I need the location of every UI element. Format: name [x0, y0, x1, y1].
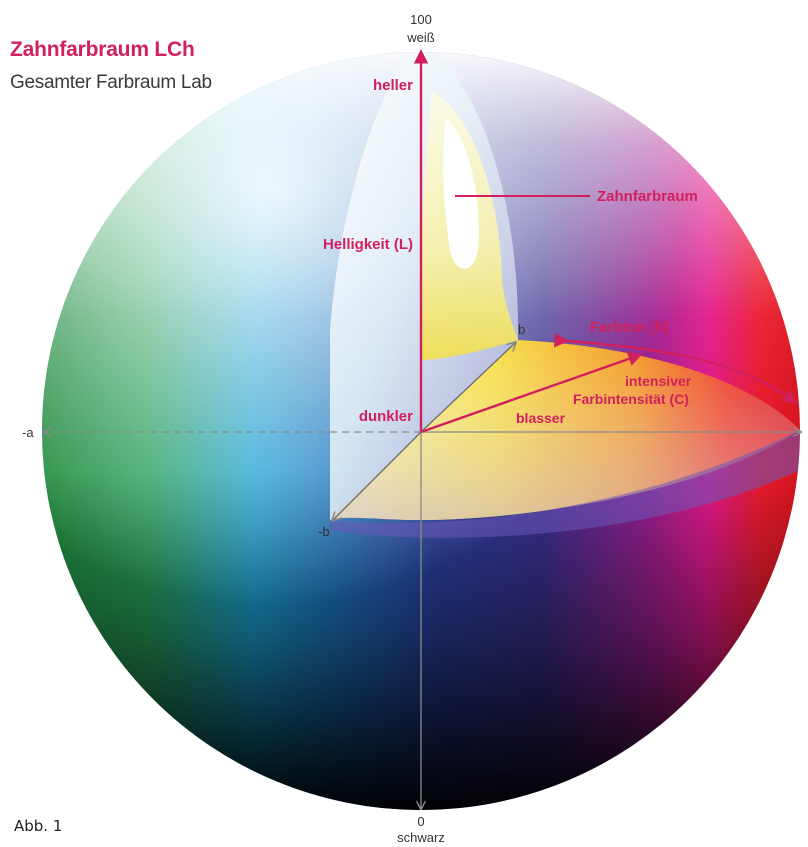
tooth-colorspace-shape [421, 92, 518, 360]
axes [45, 49, 800, 808]
top-value-label: 100 [410, 12, 432, 27]
b-label: b [518, 322, 525, 337]
neg-a-label: -a [22, 425, 34, 440]
bottom-axis-label: schwarz [397, 830, 445, 845]
hue-arc [553, 332, 798, 404]
blasser-label: blasser [516, 410, 566, 426]
diagram-title: Zahnfarbraum LCh [10, 38, 195, 61]
top-axis-label: weiß [406, 30, 435, 45]
helligkeit-label: Helligkeit (L) [323, 236, 413, 253]
farbton-label: Farbton (h) [590, 319, 669, 336]
neg-b-axis [333, 431, 422, 520]
farbintensitaet-label: Farbintensität (C) [573, 391, 689, 407]
neg-b-label: -b [318, 524, 330, 539]
dunkler-label: dunkler [359, 408, 413, 425]
heller-label: heller [373, 77, 413, 94]
zahnfarbraum-label: Zahnfarbraum [597, 188, 698, 205]
intensiver-label: intensiver [625, 373, 692, 389]
figure-caption: Abb. 1 [14, 817, 63, 835]
diagram-subtitle: Gesamter Farbraum Lab [10, 72, 212, 93]
b-axis [420, 343, 515, 433]
bottom-value-label: 0 [417, 814, 424, 829]
